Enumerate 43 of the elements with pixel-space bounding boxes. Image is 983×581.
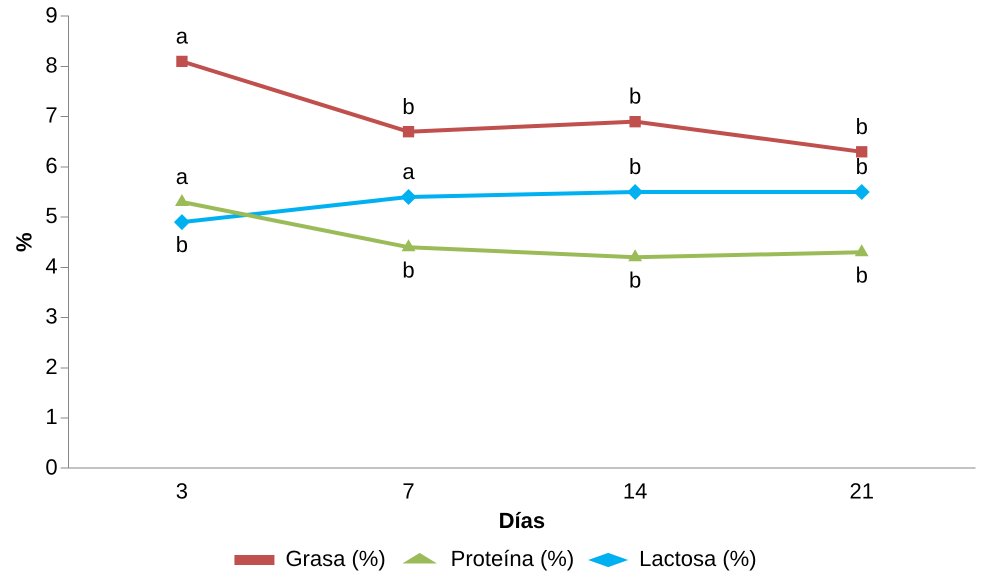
y-tick-label: 4 bbox=[45, 253, 58, 278]
annotation: b bbox=[628, 154, 642, 180]
x-tick-label: 7 bbox=[402, 478, 415, 504]
y-tick-label: 2 bbox=[45, 354, 58, 379]
annotation: b bbox=[628, 84, 642, 109]
x-tick-label: 14 bbox=[622, 478, 648, 504]
annotation: b bbox=[402, 94, 415, 119]
y-tick-label: 3 bbox=[45, 304, 58, 329]
legend-label: Grasa (%) bbox=[285, 546, 386, 572]
point bbox=[628, 249, 642, 262]
y-axis-title: % bbox=[11, 232, 36, 252]
y-tick-label: 7 bbox=[45, 102, 58, 128]
y-tick-label: 1 bbox=[45, 404, 58, 430]
point bbox=[629, 116, 641, 128]
annotation: b bbox=[628, 267, 642, 292]
point bbox=[856, 146, 868, 158]
point bbox=[174, 214, 190, 230]
annotation: b bbox=[856, 114, 868, 139]
legend-label: Lactosa (%) bbox=[639, 546, 757, 572]
point bbox=[402, 239, 416, 252]
annotation: b bbox=[176, 232, 188, 258]
x-tick-label: 21 bbox=[849, 478, 874, 504]
x-tick-label: 3 bbox=[176, 478, 188, 504]
annotation: b bbox=[856, 262, 868, 288]
point bbox=[854, 184, 870, 200]
annotation: b bbox=[856, 154, 868, 180]
legend-label: Proteína (%) bbox=[450, 546, 574, 572]
point bbox=[854, 244, 869, 256]
annotation: a bbox=[402, 159, 416, 184]
y-tick-label: 6 bbox=[45, 152, 58, 178]
y-tick-label: 0 bbox=[45, 454, 58, 480]
annotation: a bbox=[176, 23, 189, 48]
annotation: b bbox=[402, 257, 415, 282]
point bbox=[176, 56, 188, 68]
x-axis-title: Días bbox=[498, 508, 546, 533]
annotation: a bbox=[176, 164, 189, 190]
point bbox=[400, 189, 417, 205]
point bbox=[402, 126, 414, 138]
y-tick-label: 9 bbox=[45, 2, 58, 28]
y-tick-label: 5 bbox=[45, 203, 58, 228]
point bbox=[175, 194, 189, 206]
y-tick-label: 8 bbox=[45, 52, 58, 78]
point bbox=[627, 184, 644, 200]
